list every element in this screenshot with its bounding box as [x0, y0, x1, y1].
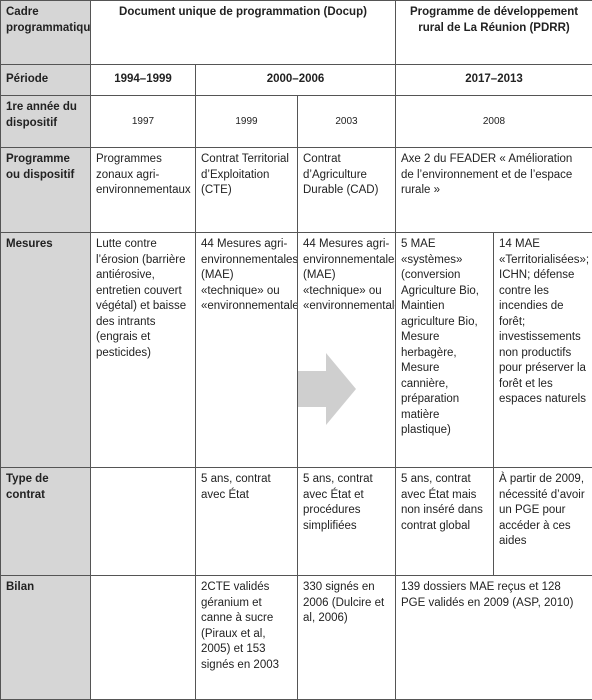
cell: 5 MAE «systèmes» (conversion Agriculture… — [395, 232, 494, 468]
row: Cadre programmatique Document unique de … — [0, 0, 592, 65]
row: Bilan 2CTE validés géranium et canne à s… — [0, 575, 592, 700]
year-cell: 2003 — [297, 95, 396, 148]
year-cell: 1999 — [195, 95, 298, 148]
row-label: Programme ou dispositif — [0, 147, 91, 233]
cell: Lutte contre l’érosion (barrière antiéro… — [90, 232, 196, 468]
period-cell: 2017–2013 — [394, 64, 592, 96]
year-cell: 2008 — [394, 95, 592, 148]
period-cell: 2000–2006 — [195, 64, 396, 96]
row: Type de contrat 5 ans, contrat avec État… — [0, 467, 592, 576]
cell: 5 ans, contrat avec État — [195, 467, 298, 576]
cell: 330 signés en 2006 (Dulcire et al, 2006) — [297, 575, 396, 700]
row-label: Bilan — [0, 575, 91, 700]
arrow-icon — [298, 353, 356, 425]
period-cell: 1994–1999 — [90, 64, 196, 96]
row: Programme ou dispositif Programmes zonau… — [0, 147, 592, 233]
row-label: 1re année du dispositif — [0, 95, 91, 148]
row: 1re année du dispositif 1997 1999 2003 2… — [0, 95, 592, 148]
cell: Contrat Territorial d’Exploitation (CTE) — [195, 147, 298, 233]
cell: 5 ans, contrat avec État et procédures s… — [297, 467, 396, 576]
row: Mesures Lutte contre l’érosion (barrière… — [0, 232, 592, 468]
cell: Axe 2 du FEADER « Amélioration de l’envi… — [394, 147, 592, 233]
header-cell: Programme de développement rural de La R… — [394, 0, 592, 65]
row-label: Période — [0, 64, 91, 96]
arrow-shape — [298, 353, 356, 425]
cell: 139 dossiers MAE reçus et 128 PGE validé… — [394, 575, 592, 700]
cell: 5 ans, contrat avec État mais non inséré… — [395, 467, 494, 576]
row-label: Type de contrat — [0, 467, 91, 576]
empty-cell — [90, 467, 196, 576]
cell: 2CTE validés géranium et canne à sucre (… — [195, 575, 298, 700]
row-label: Cadre programmatique — [0, 0, 91, 65]
cell: 14 MAE «Territorialisées»; ICHN; défense… — [492, 232, 592, 468]
cell: Programmes zonaux agri-environnementaux — [90, 147, 196, 233]
row: Période 1994–1999 2000–2006 2017–2013 — [0, 64, 592, 96]
cell: À partir de 2009, nécessité d’avoir un P… — [492, 467, 592, 576]
year-cell: 1997 — [90, 95, 196, 148]
cell: Contrat d’Agriculture Durable (CAD) — [297, 147, 396, 233]
header-cell: Document unique de programmation (Docup) — [90, 0, 396, 65]
cell: 44 Mesures agri-environnementales (MAE) … — [195, 232, 298, 468]
row-label: Mesures — [0, 232, 91, 468]
cell: 44 Mesures agri-environnementales (MAE) … — [297, 232, 396, 468]
cell-text: 44 Mesures agri-environnementales (MAE) … — [303, 238, 396, 312]
empty-cell — [90, 575, 196, 700]
